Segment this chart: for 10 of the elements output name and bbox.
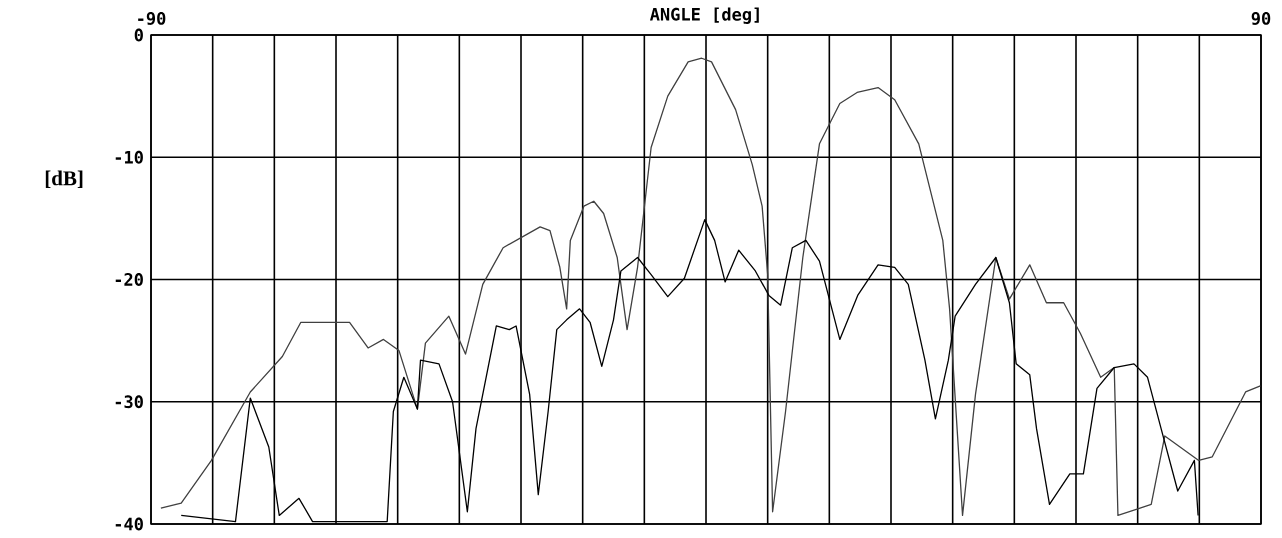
y-tick-label: -10 xyxy=(115,150,143,164)
y-tick-label: -40 xyxy=(115,517,143,531)
y-tick-label: -30 xyxy=(115,395,143,409)
y-axis-title: [dB] xyxy=(45,170,83,188)
x-axis-title: ANGLE [deg] xyxy=(649,7,759,24)
line-series xyxy=(160,57,1261,517)
x-tick-label: 90 xyxy=(1251,12,1271,25)
y-tick-label: 0 xyxy=(134,28,143,42)
x-tick-label: -90 xyxy=(138,12,166,25)
y-tick-label: -20 xyxy=(115,273,143,286)
